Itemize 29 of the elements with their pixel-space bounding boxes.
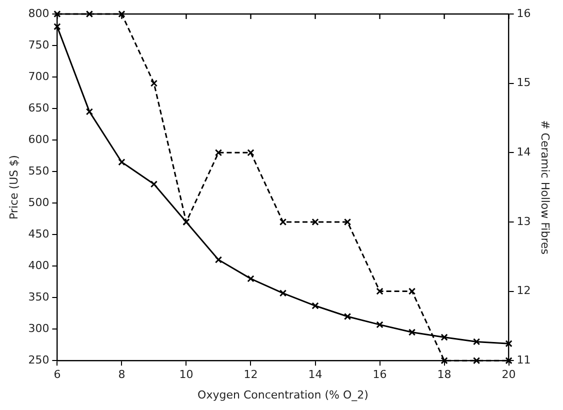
y2-tick-label: 11 xyxy=(516,353,531,366)
y-tick-label: 700 xyxy=(28,70,50,83)
x-tick-label: 14 xyxy=(308,368,322,382)
y-tick-label: 300 xyxy=(28,322,50,335)
y2-tick-label: 13 xyxy=(516,214,531,228)
x-tick-label: 12 xyxy=(244,368,258,382)
y-tick-label: 400 xyxy=(28,258,50,272)
y-tick-label: 750 xyxy=(28,38,50,52)
y-axis-title: Price (US $) xyxy=(7,155,20,220)
y-tick-label: 250 xyxy=(28,353,50,366)
x-tick-label: 6 xyxy=(54,368,61,382)
x-tick-label: 18 xyxy=(437,368,452,382)
y2-tick-label: 16 xyxy=(516,6,531,20)
y-tick-label: 650 xyxy=(28,101,50,114)
x-tick-label: 16 xyxy=(372,368,387,382)
x-tick-label: 20 xyxy=(502,368,516,382)
y-tick-label: 800 xyxy=(28,6,50,20)
y2-axis-title: # Ceramic Hollow Fibres xyxy=(538,120,552,255)
y-tick-label: 550 xyxy=(28,164,50,178)
y2-tick-label: 15 xyxy=(516,76,531,90)
y-tick-label: 350 xyxy=(28,290,50,304)
y-tick-label: 600 xyxy=(28,132,50,146)
x-tick-label: 8 xyxy=(118,368,126,382)
x-axis-title: Oxygen Concentration (% O_2) xyxy=(198,388,368,402)
y2-tick-label: 14 xyxy=(516,146,531,158)
y-tick-label: 500 xyxy=(28,196,50,209)
y2-tick-label: 12 xyxy=(516,284,531,298)
y-tick-label: 450 xyxy=(28,227,50,240)
x-tick-label: 10 xyxy=(179,368,194,382)
